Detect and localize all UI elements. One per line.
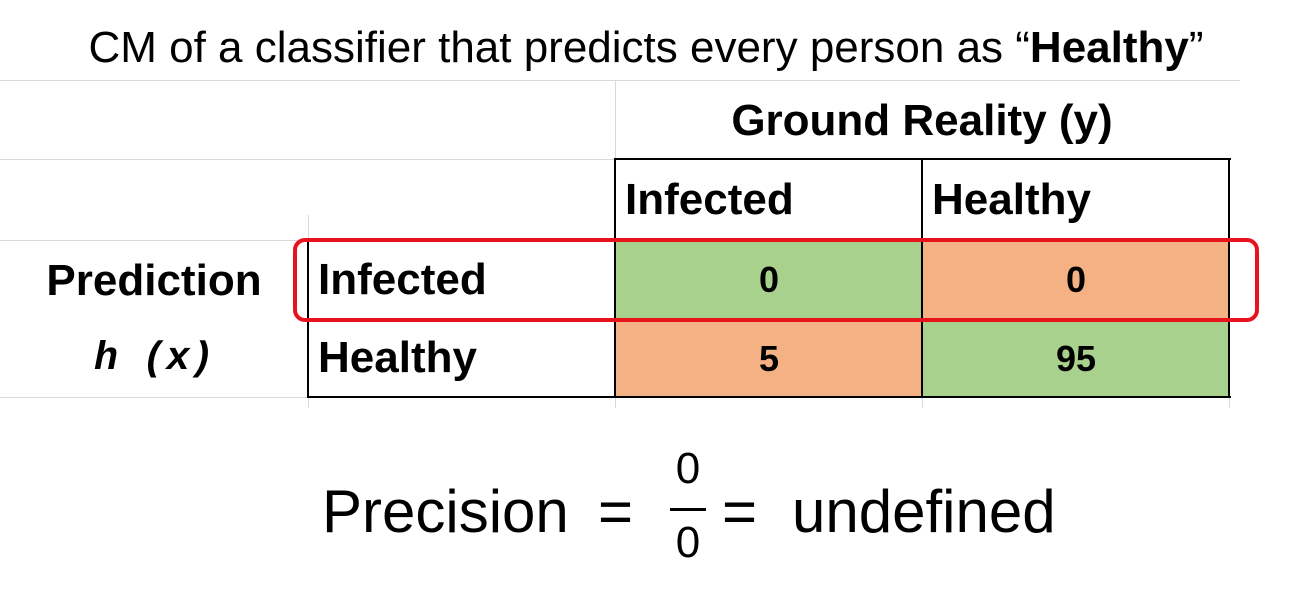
table-border xyxy=(614,158,616,398)
row-header-healthy: Healthy xyxy=(318,333,477,382)
table-border xyxy=(308,396,1231,398)
fraction-bar xyxy=(670,508,706,511)
title-suffix: ” xyxy=(1188,23,1204,72)
table-border xyxy=(615,158,1231,160)
column-header-infected: Infected xyxy=(625,175,794,224)
formula-lhs: Precision xyxy=(322,478,569,545)
grid-line xyxy=(0,159,615,160)
row-group-label: Prediction xyxy=(46,256,262,305)
grid-line xyxy=(308,398,309,408)
formula-numerator: 0 xyxy=(675,444,701,493)
cell-tp: 0 xyxy=(616,241,922,318)
grid-line xyxy=(0,397,308,398)
highlight-box xyxy=(293,238,1259,322)
grid-line xyxy=(1229,398,1230,408)
row-group-sublabel: h (x) xyxy=(93,336,215,382)
table-border xyxy=(921,158,923,398)
precision-formula: Precision = 0 0 = undefined xyxy=(0,440,1292,580)
diagram-title: CM of a classifier that predicts every p… xyxy=(0,18,1292,78)
formula-equals-1: = xyxy=(598,478,634,545)
cell-fp: 0 xyxy=(923,241,1229,318)
column-header-healthy: Healthy xyxy=(932,175,1091,224)
formula-equals-2: = xyxy=(722,478,758,545)
row-header-infected: Infected xyxy=(318,255,487,304)
title-prefix: CM of a classifier that predicts every p… xyxy=(88,23,1030,72)
grid-line xyxy=(922,398,923,408)
cell-tn: 95 xyxy=(923,320,1229,397)
title-bold: Healthy xyxy=(1029,23,1189,72)
formula-denominator: 0 xyxy=(675,518,701,567)
grid-line xyxy=(615,398,616,408)
grid-line xyxy=(308,215,309,240)
formula-rhs: undefined xyxy=(792,478,1056,545)
cell-fn: 5 xyxy=(616,320,922,397)
table-border xyxy=(1228,158,1230,398)
column-group-label: Ground Reality (y) xyxy=(731,96,1113,145)
grid-line xyxy=(615,80,616,159)
grid-line xyxy=(0,80,1240,81)
